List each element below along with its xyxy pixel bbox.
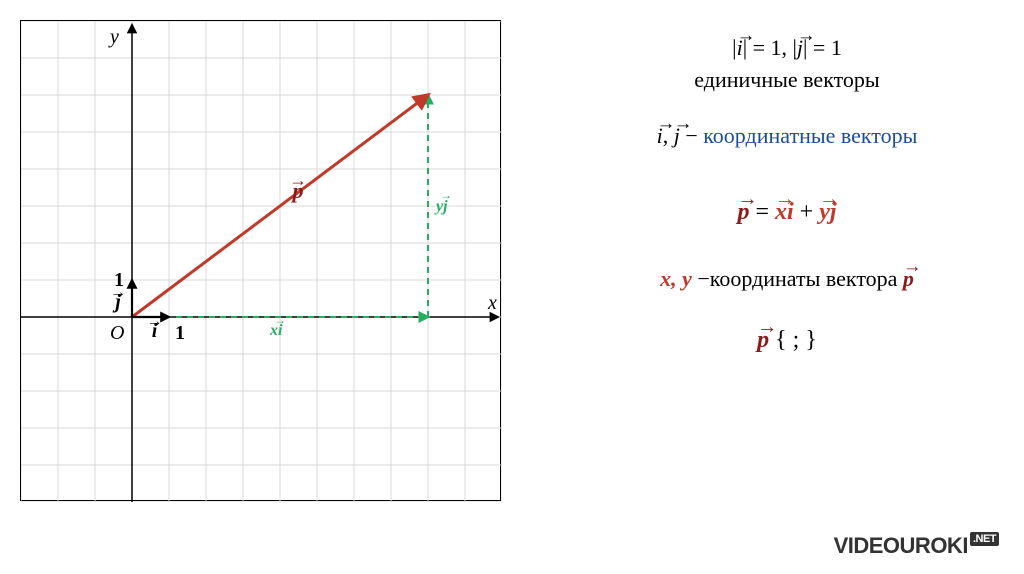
coord-vectors-line: i i, j − координатные векторы [570, 123, 1004, 149]
watermark-logo: VIDEOUROKI.NET [834, 533, 999, 559]
coords-of-p-line: x, y −координаты вектора p [570, 266, 1004, 292]
coordinate-grid: xyO11→i→j→pxi→yj→ [20, 20, 501, 501]
p-label: p [291, 178, 304, 203]
decomposition-formula: p = xi + yj [570, 199, 1004, 226]
origin-label: O [110, 322, 124, 344]
grid-svg: xyO11→i→j→pxi→yj→ [21, 21, 502, 502]
svg-text:→: → [440, 188, 452, 202]
p-braces-line: p { ; } [570, 327, 1004, 354]
y-axis-label: y [108, 26, 119, 48]
equations-panel: |i| = 1, |j| = 1 единичные векторы i i, … [550, 0, 1024, 574]
unit-vectors-text: единичные векторы [570, 67, 1004, 93]
main-container: xyO11→i→j→pxi→yj→ |i| = 1, |j| = 1 едини… [0, 0, 1024, 574]
x-one-label: 1 [175, 322, 185, 344]
svg-text:→: → [274, 313, 286, 327]
x-axis-label: x [487, 292, 497, 314]
i-label: i [152, 320, 158, 342]
unit-magnitude-line: |i| = 1, |j| = 1 [570, 35, 1004, 61]
diagram-panel: xyO11→i→j→pxi→yj→ [0, 0, 550, 574]
